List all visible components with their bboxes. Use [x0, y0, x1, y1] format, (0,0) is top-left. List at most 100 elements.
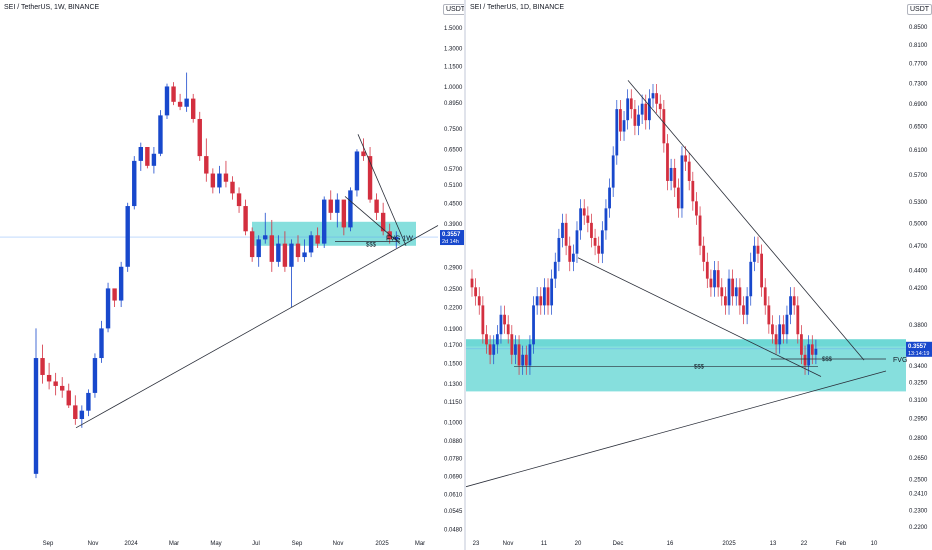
right-price-tick: 0.2300 [909, 509, 928, 515]
right-price-tick: 0.5300 [909, 200, 928, 206]
right-candle-body [760, 253, 763, 288]
right-candle-body [611, 155, 615, 188]
right-candle-body [792, 296, 796, 306]
right-candle-body [568, 245, 572, 262]
left-price-tick: 0.1500 [444, 361, 463, 367]
right-price-tick: 0.3800 [909, 323, 928, 329]
left-candle-body [158, 115, 163, 154]
left-support-trendline [75, 225, 439, 429]
left-liquidity-label: $$$ [366, 242, 377, 248]
right-candle-body [727, 278, 731, 306]
left-candle-body [394, 237, 399, 240]
left-unit-label[interactable]: USDT [443, 4, 464, 15]
right-candle-body [745, 296, 749, 315]
right-countdown: 13:14:19 [908, 351, 929, 357]
left-candle-body [138, 146, 143, 161]
right-candle-body [658, 103, 662, 110]
right-price-tick: 0.5700 [909, 173, 928, 179]
left-price-tick: 0.6500 [444, 148, 463, 154]
right-fvg-label: FVG [893, 357, 907, 364]
right-price-tick: 0.2650 [909, 456, 928, 462]
right-chart-title: SEI / TetherUS, 1D, BINANCE [470, 4, 565, 11]
right-candle-body [633, 109, 637, 126]
left-candle-body [282, 243, 288, 267]
right-candle-body [546, 287, 550, 306]
left-candle-body [118, 266, 124, 301]
right-candle-body [695, 201, 698, 216]
right-candle-body [687, 161, 691, 181]
right-candle-body [756, 245, 760, 254]
left-chart-canvas[interactable]: 1.5000 1.3000 1.1500 1.0000 0.8950 0.7500 0.65… [0, 0, 464, 550]
left-chart-pane[interactable]: 1.5000 1.3000 1.1500 1.0000 0.8950 0.7500 0.65… [0, 0, 464, 550]
right-price-tick: 0.7300 [909, 81, 928, 87]
right-candle-body [810, 344, 814, 355]
right-time-tick: 2025 [722, 541, 736, 547]
right-candle-body [593, 237, 597, 246]
right-chart-pane[interactable]: 0.8500 0.8100 0.7700 0.7300 0.6900 0.6500 0.61… [466, 0, 932, 550]
right-price-tick: 0.6100 [909, 148, 928, 154]
left-candle-body [361, 151, 366, 157]
right-price-tick: 0.2500 [909, 478, 928, 484]
left-time-tick: Mar [415, 541, 425, 547]
left-candle-body [53, 381, 58, 386]
right-price-tick: 0.6500 [909, 124, 928, 130]
right-candle-body [553, 261, 557, 279]
right-candle-body [724, 296, 727, 306]
right-candle-body [495, 334, 499, 345]
right-candle-body [470, 278, 474, 288]
right-candle-body [604, 208, 608, 231]
left-price-tick: 0.2900 [444, 265, 463, 271]
left-price-tick: 0.2200 [444, 306, 463, 312]
pane-divider[interactable] [464, 0, 466, 550]
right-candle-body [705, 261, 709, 279]
right-price-tick: 0.6900 [909, 102, 928, 108]
right-price-tick: 0.4400 [909, 269, 928, 275]
right-candle-body [517, 344, 521, 366]
right-candle-body [785, 314, 789, 335]
right-time-tick: Dec [613, 541, 624, 547]
left-time-tick: Mar [169, 541, 179, 547]
right-candle-body [582, 208, 586, 216]
left-candle-body [328, 199, 333, 213]
left-price-tick: 0.8950 [444, 101, 463, 107]
left-price-tick: 1.5000 [444, 26, 463, 32]
right-candle-body [579, 208, 582, 231]
left-candle-body [197, 118, 202, 157]
left-candle-body [92, 358, 98, 393]
left-candle-body [164, 86, 170, 116]
left-candle-body [295, 243, 301, 258]
left-price-tick: 0.1700 [444, 343, 463, 349]
right-candle-body [626, 98, 630, 121]
right-price-tick: 0.4700 [909, 244, 928, 250]
left-candle-body [151, 153, 157, 166]
left-time-tick: 2024 [124, 541, 138, 547]
right-candle-body [485, 334, 488, 345]
left-candle-body [256, 239, 261, 258]
left-candle-body [125, 206, 130, 267]
right-candle-body [524, 354, 528, 366]
right-candle-body [514, 344, 517, 355]
right-price-tick: 0.4200 [909, 286, 928, 292]
right-unit-label[interactable]: USDT [907, 4, 932, 15]
right-candle-body [752, 245, 756, 262]
left-candle-body [33, 358, 39, 474]
right-candle-body [731, 278, 735, 297]
left-candle-body [367, 156, 373, 200]
left-candle-body [269, 235, 274, 262]
left-candle-body [236, 193, 242, 207]
left-candle-body [60, 385, 65, 391]
left-price-tick: 0.3900 [444, 222, 463, 228]
left-resistance-trendline [357, 134, 407, 246]
right-candle-body [619, 109, 622, 132]
right-candle-body [550, 278, 554, 306]
left-candle-body [249, 231, 255, 258]
right-time-tick: 13 [770, 541, 777, 547]
right-candle-body [571, 253, 575, 262]
left-price-tick: 0.0880 [444, 439, 463, 445]
right-candle-body [666, 143, 669, 181]
right-candle-body [564, 222, 568, 246]
right-candle-body [557, 237, 561, 262]
right-chart-canvas[interactable]: 0.8500 0.8100 0.7700 0.7300 0.6900 0.6500 0.61… [466, 0, 932, 550]
left-candle-body [86, 392, 91, 411]
left-candle-body [263, 235, 268, 240]
